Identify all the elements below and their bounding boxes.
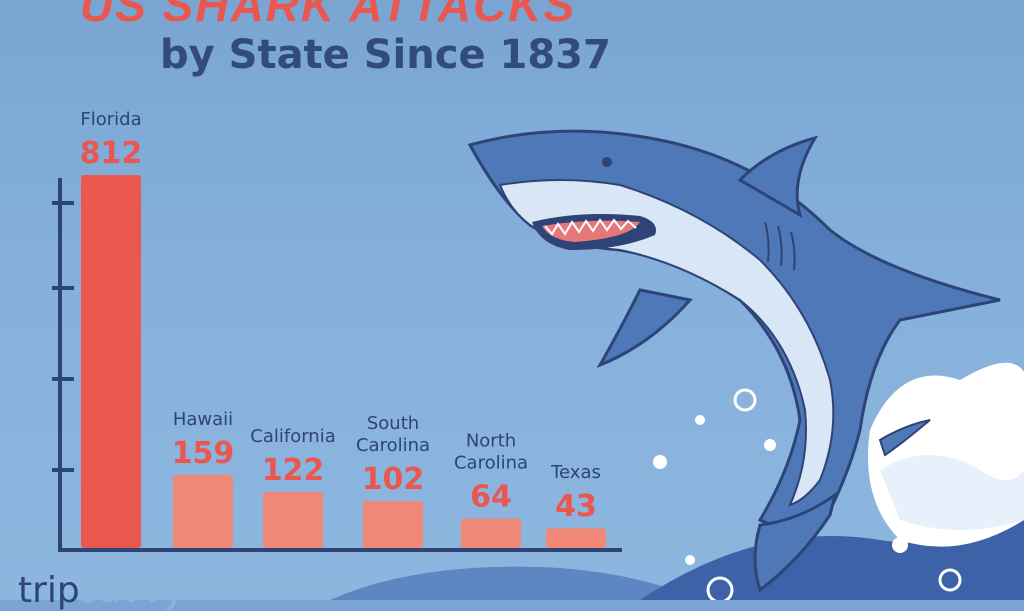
- category-label: South: [367, 413, 419, 434]
- category-label: North: [466, 431, 516, 452]
- chart-title: US SHARK ATTACKS: [80, 0, 577, 31]
- value-label: 812: [80, 136, 143, 171]
- wave-illustration: [330, 362, 1024, 600]
- category-label: Texas: [550, 462, 601, 483]
- bar-south-carolina: [363, 501, 423, 548]
- bar-hawaii: [173, 474, 233, 548]
- value-label: 159: [172, 436, 235, 471]
- value-label: 102: [362, 462, 425, 497]
- category-label: Carolina: [454, 453, 528, 474]
- bar-texas: [546, 528, 606, 548]
- bars-group: [81, 175, 606, 548]
- shark-illustration: [467, 129, 1001, 593]
- category-label: Carolina: [356, 435, 430, 456]
- labels-group: 812 Florida 159 Hawaii 122 California 102 South…: [80, 109, 601, 524]
- bar-florida: [81, 175, 141, 548]
- category-label: California: [250, 426, 335, 447]
- chart-subtitle: by State Since 1837: [160, 32, 611, 78]
- bar-california: [263, 491, 323, 548]
- value-label: 43: [555, 489, 597, 524]
- category-label: Hawaii: [173, 409, 233, 430]
- value-label: 122: [262, 453, 325, 488]
- category-label: Florida: [80, 109, 141, 130]
- brand-logo: tripsavvy: [18, 570, 185, 611]
- bar-north-carolina: [461, 518, 521, 548]
- y-axis: [52, 178, 74, 550]
- value-label: 64: [470, 480, 512, 515]
